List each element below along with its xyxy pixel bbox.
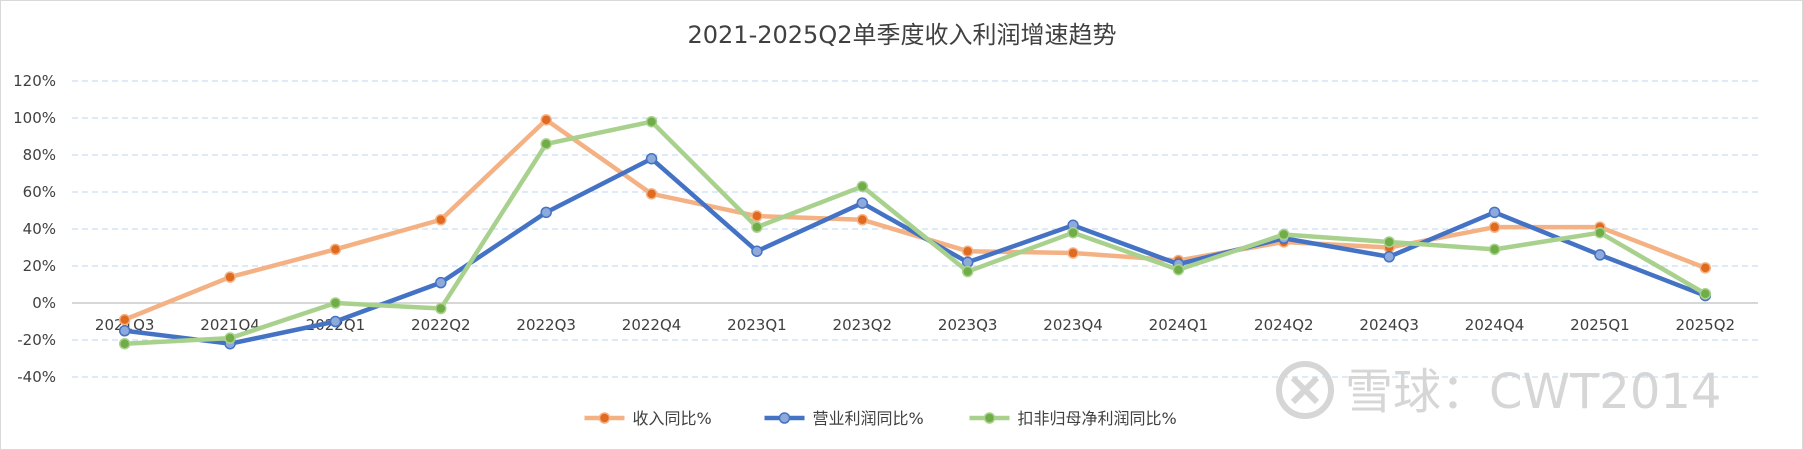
data-point: [1383, 236, 1395, 248]
legend: 收入同比% 营业利润同比% 扣非归母净利润同比%: [584, 409, 1177, 428]
y-tick-label: 40%: [23, 220, 56, 238]
data-point: [751, 210, 763, 222]
y-tick-label: 60%: [23, 183, 56, 201]
series-line: [122, 117, 1708, 322]
x-tick-label: 2022Q2: [411, 316, 471, 334]
x-axis-ticks: 2021Q32021Q42022Q12022Q22022Q32022Q42023…: [95, 316, 1735, 334]
legend-item: 营业利润同比%: [764, 409, 924, 428]
data-point: [856, 180, 869, 193]
y-tick-label: -40%: [17, 368, 56, 386]
y-axis-ticks: -40% -20% 0% 20% 40% 60% 80% 100% 120%: [13, 72, 56, 386]
data-point: [329, 315, 342, 328]
data-point: [435, 214, 447, 226]
y-tick-label: 80%: [23, 146, 56, 164]
data-point: [224, 332, 236, 344]
series-lines: [118, 114, 1712, 350]
data-point: [645, 188, 658, 200]
data-point: [435, 276, 447, 289]
data-point: [118, 325, 131, 337]
data-point: [856, 214, 869, 226]
x-tick-label: 2021Q4: [200, 316, 260, 334]
data-point: [118, 337, 131, 350]
x-tick-label: 2023Q2: [833, 316, 893, 334]
x-tick-label: 2023Q4: [1043, 316, 1103, 334]
y-tick-label: 0%: [32, 294, 56, 312]
y-tick-label: 100%: [13, 109, 56, 127]
data-point: [1488, 221, 1501, 233]
x-tick-label: 2024Q1: [1149, 316, 1209, 334]
data-point: [1594, 226, 1606, 239]
data-point: [961, 265, 974, 278]
data-point: [224, 271, 236, 283]
y-tick-label: -20%: [17, 331, 56, 349]
legend-item: 收入同比%: [584, 409, 712, 428]
y-tick-label: 20%: [23, 257, 56, 275]
data-point: [118, 313, 131, 326]
data-point: [751, 221, 763, 233]
data-point: [1067, 247, 1079, 259]
series-line: [122, 119, 1708, 346]
snowball-logo-icon: [1276, 361, 1334, 419]
data-point: [961, 245, 974, 257]
legend-label: 扣非归母净利润同比%: [1018, 409, 1177, 428]
legend-marker: [983, 412, 996, 424]
data-point: [751, 245, 763, 257]
x-tick-label: 2023Q1: [727, 316, 787, 334]
x-tick-label: 2022Q3: [516, 316, 576, 334]
data-point: [856, 197, 869, 209]
watermark-text: 雪球：CWT2014: [1345, 364, 1721, 420]
data-point: [1067, 226, 1079, 239]
x-tick-label: 2025Q1: [1570, 316, 1630, 334]
x-tick-label: 2024Q2: [1254, 316, 1314, 334]
data-point: [435, 302, 447, 315]
data-point: [645, 115, 658, 128]
data-point: [1383, 251, 1395, 263]
data-point: [1488, 243, 1501, 256]
data-point: [1172, 263, 1185, 276]
x-tick-label: 2023Q3: [938, 316, 998, 334]
x-tick-label: 2025Q2: [1676, 316, 1736, 334]
data-point: [329, 297, 342, 309]
series-3: [118, 115, 1712, 350]
y-tick-label: 120%: [13, 72, 56, 90]
watermark: 雪球：CWT2014: [1276, 361, 1721, 420]
chart-title: 2021-2025Q2单季度收入利润增速趋势: [688, 21, 1117, 49]
x-tick-label: 2022Q4: [622, 316, 682, 334]
legend-marker: [778, 412, 791, 424]
legend-label: 营业利润同比%: [813, 409, 924, 428]
grid: [72, 80, 1758, 378]
data-point: [1278, 228, 1290, 241]
series-line: [122, 156, 1708, 346]
x-tick-label: 2024Q3: [1359, 316, 1419, 334]
data-point: [1699, 288, 1712, 300]
data-point: [645, 152, 658, 165]
data-point: [540, 138, 552, 150]
x-tick-label: 2024Q4: [1465, 316, 1525, 334]
data-point: [540, 114, 552, 126]
legend-item: 扣非归母净利润同比%: [969, 409, 1177, 428]
data-point: [1594, 249, 1606, 261]
data-point: [540, 206, 552, 219]
data-point: [1488, 206, 1501, 219]
legend-label: 收入同比%: [633, 409, 712, 428]
data-point: [329, 243, 342, 256]
data-point: [1699, 262, 1712, 274]
legend-marker: [598, 412, 611, 424]
